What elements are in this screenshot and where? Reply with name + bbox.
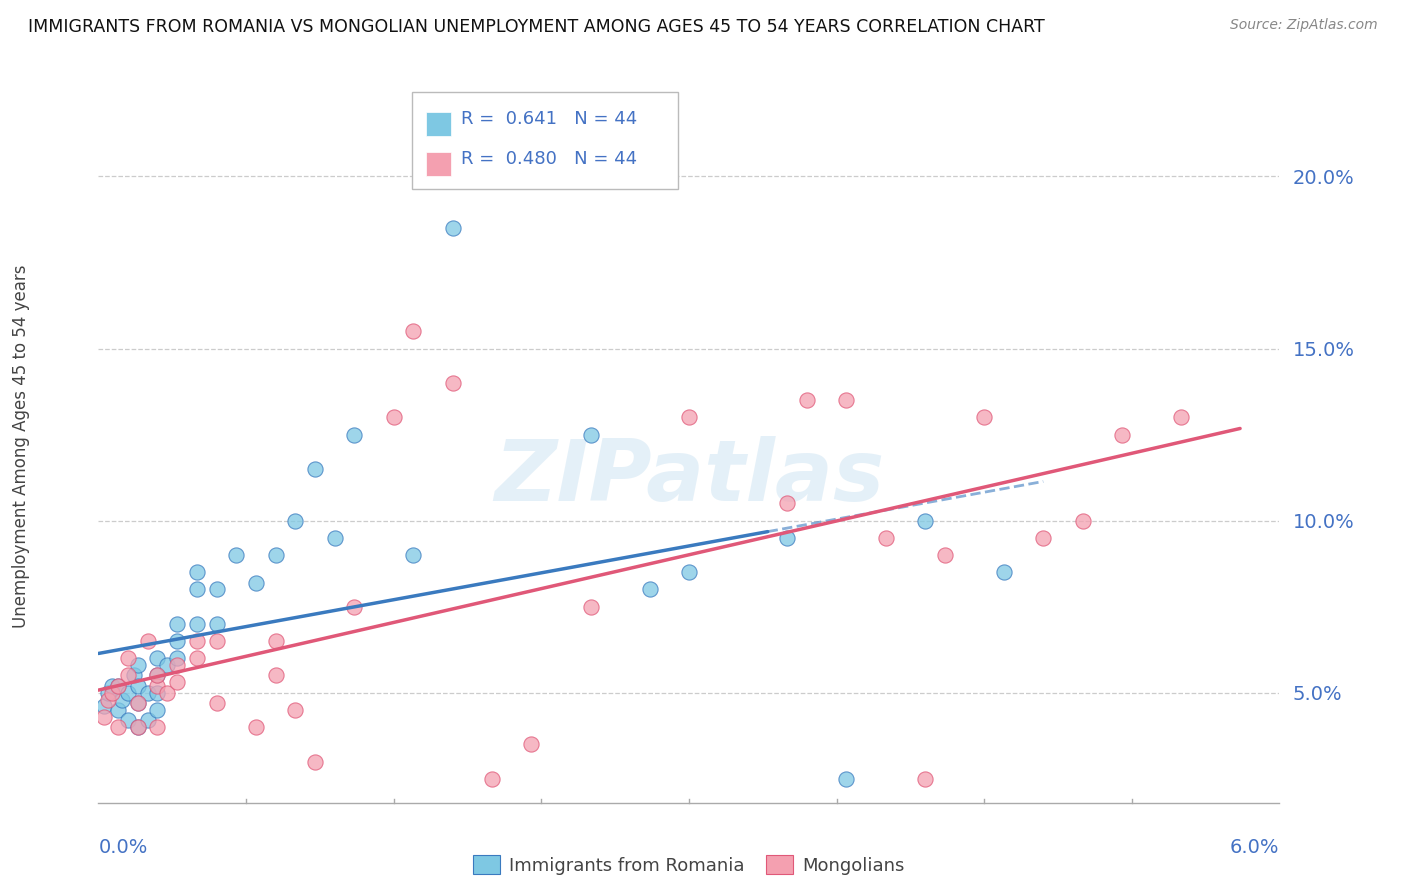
Point (678, 566, 700, 580)
Text: ZIPatlas: ZIPatlas (494, 436, 884, 519)
Point (284, 514, 307, 528)
Point (146, 679, 169, 693)
Point (117, 668, 139, 682)
Text: IMMIGRANTS FROM ROMANIA VS MONGOLIAN UNEMPLOYMENT AMONG AGES 45 TO 54 YEARS CORR: IMMIGRANTS FROM ROMANIA VS MONGOLIAN UNE… (28, 18, 1045, 36)
Point (579, 599, 602, 614)
Text: R =  0.641   N = 44: R = 0.641 N = 44 (461, 110, 637, 128)
Point (579, 427, 602, 442)
Point (1111, 427, 1133, 442)
Point (127, 720, 149, 734)
Point (146, 686, 169, 700)
Point (481, 772, 503, 786)
Point (186, 616, 208, 631)
Point (127, 696, 149, 710)
Point (146, 720, 169, 734)
Point (796, 393, 818, 408)
Point (166, 658, 188, 673)
Point (205, 634, 228, 648)
Point (323, 531, 346, 545)
Point (835, 393, 858, 408)
Point (111, 692, 134, 706)
Point (107, 703, 129, 717)
Point (343, 427, 366, 442)
Point (117, 686, 139, 700)
Text: Source: ZipAtlas.com: Source: ZipAtlas.com (1230, 18, 1378, 32)
Text: R =  0.480   N = 44: R = 0.480 N = 44 (461, 150, 637, 169)
Legend: Immigrants from Romania, Mongolians: Immigrants from Romania, Mongolians (465, 848, 912, 882)
Point (776, 531, 799, 545)
Point (441, 376, 464, 390)
Point (101, 679, 124, 693)
Point (127, 696, 149, 710)
Point (441, 221, 464, 235)
Point (136, 713, 159, 727)
Point (166, 634, 188, 648)
Point (117, 651, 139, 665)
Point (136, 686, 159, 700)
Point (146, 668, 169, 682)
Point (186, 651, 208, 665)
Point (304, 462, 326, 476)
Point (225, 548, 247, 562)
Point (1071, 514, 1094, 528)
Point (973, 410, 995, 425)
Point (107, 679, 129, 693)
Point (97, 686, 120, 700)
Point (245, 575, 267, 590)
Point (101, 686, 124, 700)
Point (146, 703, 169, 717)
Point (136, 634, 159, 648)
Point (993, 566, 1015, 580)
Point (146, 651, 169, 665)
Point (146, 668, 169, 682)
Point (875, 531, 897, 545)
Point (127, 720, 149, 734)
Point (156, 658, 179, 673)
Point (205, 582, 228, 597)
Point (117, 713, 139, 727)
Point (1170, 410, 1192, 425)
Point (776, 496, 799, 510)
Point (343, 599, 366, 614)
Point (520, 737, 543, 751)
Point (284, 703, 307, 717)
Point (205, 616, 228, 631)
Point (914, 514, 936, 528)
Point (93, 710, 115, 724)
Point (107, 720, 129, 734)
Point (264, 634, 287, 648)
Point (127, 679, 149, 693)
Text: 6.0%: 6.0% (1230, 838, 1279, 857)
Point (402, 548, 425, 562)
Point (835, 772, 858, 786)
Text: 0.0%: 0.0% (98, 838, 148, 857)
Point (402, 324, 425, 338)
Point (678, 410, 700, 425)
Point (205, 696, 228, 710)
Point (304, 755, 326, 769)
Point (914, 772, 936, 786)
Point (166, 675, 188, 690)
Point (122, 668, 145, 682)
Point (97, 692, 120, 706)
Point (186, 566, 208, 580)
Point (264, 668, 287, 682)
Point (127, 658, 149, 673)
Point (264, 548, 287, 562)
Point (156, 686, 179, 700)
Point (107, 679, 129, 693)
Point (382, 410, 405, 425)
Point (166, 616, 188, 631)
Point (166, 651, 188, 665)
Point (186, 634, 208, 648)
Point (186, 582, 208, 597)
Point (934, 548, 956, 562)
Text: Unemployment Among Ages 45 to 54 years: Unemployment Among Ages 45 to 54 years (13, 264, 30, 628)
Point (638, 582, 661, 597)
Point (93, 699, 115, 714)
Point (245, 720, 267, 734)
Point (1032, 531, 1054, 545)
